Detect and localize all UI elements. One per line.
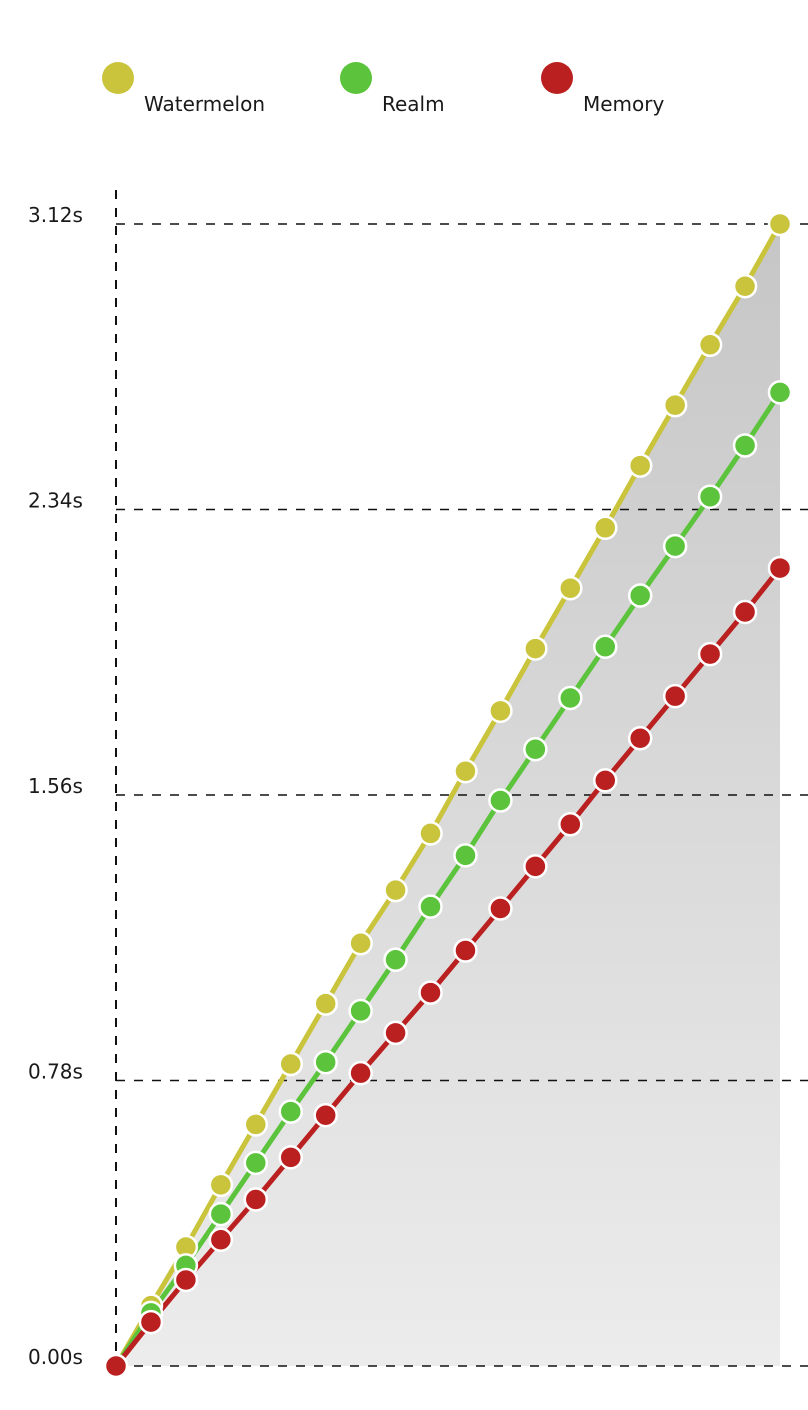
data-point-watermelon-19 [767, 211, 793, 237]
data-point-memory-7 [348, 1060, 373, 1086]
y-tick-label-0: 0.00s [28, 1345, 83, 1369]
data-point-realm-17 [697, 484, 723, 509]
data-point-memory-11 [488, 896, 513, 921]
legend-swatch-realm [340, 62, 372, 94]
data-point-watermelon-12 [523, 636, 548, 661]
data-point-watermelon-3 [208, 1172, 234, 1198]
data-point-realm-5 [278, 1099, 303, 1124]
data-point-realm-15 [627, 583, 653, 608]
data-point-watermelon-8 [383, 877, 408, 903]
data-point-realm-19 [767, 380, 793, 405]
data-point-realm-4 [243, 1150, 269, 1176]
data-point-memory-13 [558, 812, 583, 837]
y-tick-label-1: 0.78s [28, 1060, 83, 1084]
data-point-watermelon-15 [627, 453, 653, 478]
data-point-realm-11 [488, 788, 513, 813]
data-point-realm-3 [208, 1201, 234, 1227]
data-point-memory-5 [278, 1145, 303, 1170]
data-point-watermelon-9 [418, 821, 443, 846]
data-point-memory-8 [383, 1020, 408, 1046]
data-point-watermelon-18 [732, 273, 758, 299]
legend: Watermelon Realm Memory [102, 62, 665, 116]
data-point-watermelon-10 [453, 758, 478, 784]
data-point-memory-9 [418, 980, 443, 1005]
data-point-watermelon-16 [662, 392, 688, 418]
y-tick-label-4: 3.12s [28, 203, 83, 227]
data-point-realm-7 [348, 998, 373, 1024]
series-points [103, 211, 793, 1379]
data-point-memory-16 [662, 683, 688, 709]
data-point-realm-8 [383, 947, 408, 972]
data-point-watermelon-7 [348, 930, 373, 956]
data-point-memory-15 [627, 726, 653, 751]
data-point-watermelon-6 [313, 991, 338, 1016]
data-point-memory-18 [732, 599, 758, 625]
data-point-watermelon-5 [278, 1051, 303, 1077]
data-point-watermelon-4 [243, 1112, 269, 1137]
data-point-realm-18 [732, 433, 758, 458]
data-point-watermelon-17 [697, 332, 723, 358]
data-point-memory-1 [138, 1309, 164, 1335]
data-point-realm-6 [313, 1049, 338, 1075]
y-tick-label-2: 1.56s [28, 774, 83, 798]
data-point-memory-0 [103, 1353, 129, 1379]
y-axis-tick-labels: 0.00s 0.78s 1.56s 2.34s 3.12s [28, 203, 83, 1369]
data-point-watermelon-13 [558, 575, 583, 601]
legend-swatch-memory [541, 62, 573, 94]
legend-label-realm: Realm [382, 92, 445, 116]
data-point-realm-10 [453, 843, 478, 868]
data-point-watermelon-14 [593, 515, 618, 541]
data-point-realm-14 [593, 634, 618, 660]
data-point-memory-19 [767, 555, 793, 581]
data-point-memory-12 [523, 854, 548, 879]
data-point-memory-4 [243, 1187, 269, 1212]
data-point-memory-3 [208, 1227, 234, 1252]
data-point-realm-16 [662, 533, 688, 559]
data-point-memory-6 [313, 1103, 338, 1128]
data-point-memory-10 [453, 938, 478, 963]
legend-label-watermelon: Watermelon [144, 92, 265, 116]
data-point-memory-14 [593, 768, 618, 793]
legend-swatch-watermelon [102, 62, 134, 94]
data-point-realm-13 [558, 685, 583, 711]
legend-label-memory: Memory [583, 92, 665, 116]
data-point-memory-17 [697, 641, 723, 667]
data-point-watermelon-11 [488, 698, 513, 724]
data-point-realm-12 [523, 736, 548, 762]
data-point-memory-2 [173, 1267, 199, 1293]
gridlines [115, 190, 808, 1372]
y-tick-label-3: 2.34s [28, 489, 83, 513]
data-point-realm-9 [418, 894, 443, 919]
